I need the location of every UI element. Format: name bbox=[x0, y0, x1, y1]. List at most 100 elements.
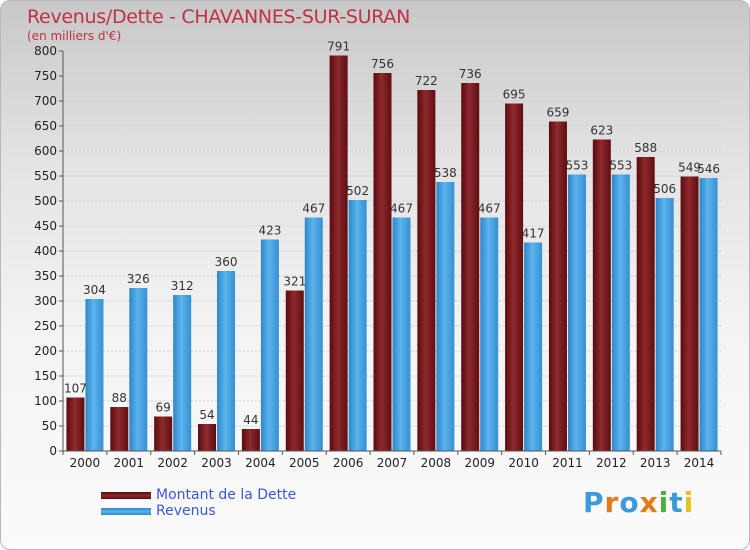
y-tick-label: 800 bbox=[34, 44, 57, 58]
bar-dette bbox=[636, 157, 655, 451]
y-tick-label: 300 bbox=[34, 294, 57, 308]
data-label: 553 bbox=[609, 159, 632, 173]
data-label: 623 bbox=[590, 124, 613, 138]
x-tick-label: 2004 bbox=[245, 456, 276, 470]
logo-letter: t bbox=[669, 486, 684, 519]
x-tick-label: 2002 bbox=[157, 456, 188, 470]
y-tick-label: 700 bbox=[34, 94, 57, 108]
data-label: 659 bbox=[547, 106, 570, 120]
logo-letter: r bbox=[604, 486, 620, 519]
bar-dette bbox=[110, 407, 129, 451]
bar-revenus bbox=[304, 217, 323, 451]
data-label: 756 bbox=[371, 57, 394, 71]
x-tick-label: 2008 bbox=[421, 456, 452, 470]
bar-revenus bbox=[392, 217, 411, 451]
chart-subtitle: (en milliers d'€) bbox=[27, 29, 122, 43]
data-label: 588 bbox=[634, 141, 657, 155]
data-label: 326 bbox=[127, 272, 150, 286]
logo-letter: i bbox=[683, 486, 695, 519]
bar-revenus bbox=[217, 271, 236, 451]
y-tick-label: 400 bbox=[34, 244, 57, 258]
y-tick-label: 150 bbox=[34, 369, 57, 383]
x-tick-label: 2010 bbox=[508, 456, 539, 470]
y-tick-label: 650 bbox=[34, 119, 57, 133]
bar-dette bbox=[198, 424, 217, 451]
bar-revenus bbox=[567, 174, 586, 451]
data-label: 107 bbox=[64, 382, 87, 396]
data-label: 417 bbox=[522, 227, 545, 241]
bar-revenus bbox=[129, 288, 148, 451]
data-label: 553 bbox=[566, 159, 589, 173]
y-tick-label: 550 bbox=[34, 169, 57, 183]
legend-label-revenus: Revenus bbox=[156, 503, 216, 519]
bar-dette bbox=[285, 290, 304, 451]
bar-dette bbox=[548, 121, 567, 451]
data-label: 54 bbox=[199, 408, 214, 422]
data-label: 44 bbox=[243, 413, 258, 427]
y-tick-label: 0 bbox=[49, 444, 57, 458]
legend-swatch-debt bbox=[101, 492, 151, 499]
y-tick-label: 50 bbox=[42, 419, 57, 433]
x-tick-label: 2003 bbox=[201, 456, 232, 470]
legend-swatch-revenus bbox=[101, 508, 151, 515]
x-tick-label: 2009 bbox=[464, 456, 495, 470]
logo-letter: i bbox=[658, 486, 670, 519]
x-tick-label: 2012 bbox=[596, 456, 627, 470]
bar-dette bbox=[373, 73, 392, 451]
x-tick-label: 2013 bbox=[640, 456, 671, 470]
bar-dette bbox=[461, 83, 480, 451]
data-label: 423 bbox=[258, 224, 281, 238]
bar-dette bbox=[680, 176, 699, 451]
proxiti-logo: Proxiti bbox=[583, 486, 694, 519]
bar-revenus bbox=[348, 200, 367, 451]
logo-letter: P bbox=[583, 486, 605, 519]
data-label: 736 bbox=[459, 67, 482, 81]
data-label: 695 bbox=[503, 88, 526, 102]
bar-dette bbox=[241, 429, 260, 451]
data-label: 546 bbox=[697, 162, 720, 176]
bar-dette bbox=[154, 416, 173, 451]
data-label: 467 bbox=[302, 202, 325, 216]
x-tick-label: 2007 bbox=[377, 456, 408, 470]
data-label: 321 bbox=[283, 275, 306, 289]
data-label: 88 bbox=[112, 391, 127, 405]
bar-revenus bbox=[699, 178, 718, 451]
y-tick-label: 200 bbox=[34, 344, 57, 358]
data-label: 312 bbox=[171, 279, 194, 293]
bar-revenus bbox=[436, 182, 455, 451]
bar-dette bbox=[417, 90, 436, 451]
bar-revenus bbox=[173, 295, 192, 451]
y-tick-label: 750 bbox=[34, 69, 57, 83]
bar-revenus bbox=[85, 299, 104, 451]
legend-label-debt: Montant de la Dette bbox=[156, 487, 297, 503]
y-tick-label: 600 bbox=[34, 144, 57, 158]
bar-dette bbox=[505, 103, 524, 451]
data-label: 722 bbox=[415, 74, 438, 88]
y-tick-label: 100 bbox=[34, 394, 57, 408]
y-tick-label: 450 bbox=[34, 219, 57, 233]
bar-revenus bbox=[524, 242, 543, 451]
bar-revenus bbox=[611, 174, 630, 451]
y-tick-label: 350 bbox=[34, 269, 57, 283]
chart-title: Revenus/Dette - CHAVANNES-SUR-SURAN bbox=[27, 6, 411, 28]
data-label: 304 bbox=[83, 283, 106, 297]
data-label: 467 bbox=[478, 202, 501, 216]
bar-dette bbox=[66, 397, 85, 451]
logo-letter: o bbox=[619, 486, 640, 519]
y-tick-label: 250 bbox=[34, 319, 57, 333]
data-label: 467 bbox=[390, 202, 413, 216]
bar-revenus bbox=[260, 239, 279, 451]
y-tick-label: 500 bbox=[34, 194, 57, 208]
bar-dette bbox=[592, 139, 611, 451]
bar-revenus bbox=[655, 198, 674, 451]
x-tick-label: 2011 bbox=[552, 456, 583, 470]
x-tick-label: 2001 bbox=[114, 456, 145, 470]
data-label: 538 bbox=[434, 166, 457, 180]
x-tick-label: 2005 bbox=[289, 456, 320, 470]
data-label: 506 bbox=[653, 182, 676, 196]
logo-letter: x bbox=[639, 486, 659, 519]
bar-dette bbox=[329, 55, 348, 451]
x-tick-label: 2006 bbox=[333, 456, 364, 470]
data-label: 502 bbox=[346, 184, 369, 198]
